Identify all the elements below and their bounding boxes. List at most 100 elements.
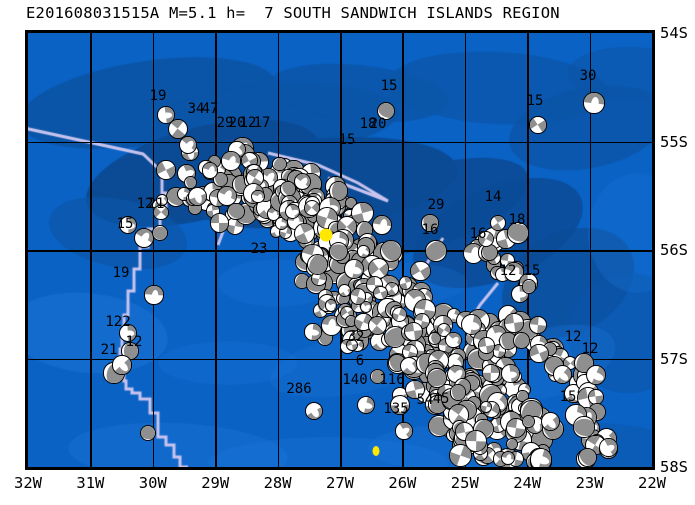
beachball-quadrant	[574, 417, 594, 437]
focal-mechanism-beachball	[216, 185, 238, 207]
plot-area: 19 34 47 29 20 12 17 15 18 20 15 15 12 21 19 122 12 21 23 2…	[25, 30, 655, 470]
event-depth-label: 15	[338, 132, 356, 148]
focal-mechanism-beachball	[585, 364, 607, 386]
focal-mechanism-beachball	[369, 368, 385, 384]
event-depth-label: 21	[147, 196, 165, 212]
focal-mechanism-beachball	[367, 316, 387, 336]
event-depth-label: 6	[355, 353, 365, 369]
x-axis-tick-label: 26W	[388, 474, 417, 492]
focal-mechanism-beachball	[304, 401, 324, 421]
x-axis-tick-label: 31W	[76, 474, 105, 492]
x-axis-tick-label: 24W	[513, 474, 542, 492]
focal-mechanism-beachball	[529, 316, 547, 334]
event-depth-label: 23	[250, 241, 268, 257]
beachball-quadrant	[152, 225, 168, 241]
beachball-nodal-lobe	[378, 218, 388, 233]
event-depth-label: 19	[149, 88, 167, 104]
event-depth-label: 20	[369, 116, 387, 132]
event-depth-label: 16	[469, 226, 487, 242]
focal-mechanism-beachball	[445, 331, 462, 349]
focal-mechanism-beachball	[201, 162, 219, 179]
x-axis-tick-label: 22W	[638, 474, 666, 492]
x-axis-tick-label: 25W	[450, 474, 479, 492]
focal-mechanism-beachball	[209, 213, 229, 233]
event-depth-label: 15	[380, 78, 398, 94]
focal-mechanism-beachball	[395, 422, 413, 440]
event-depth-label: 12	[499, 263, 517, 279]
focal-mechanism-beachball	[344, 259, 364, 280]
focal-mechanism-beachball	[391, 306, 407, 322]
x-axis-tick-label: 28W	[263, 474, 292, 492]
event-depth-label: 12	[564, 329, 582, 345]
beachball-quadrant	[450, 385, 466, 400]
beachball-nodal-lobe	[151, 289, 159, 303]
y-axis-tick-label: 58S	[660, 458, 688, 476]
focal-mechanism-beachball	[306, 254, 329, 276]
beachball-quadrant	[578, 448, 596, 466]
event-depth-label: 19	[112, 265, 130, 281]
event-depth-label: 18	[508, 212, 526, 228]
focal-mechanism-beachball	[583, 92, 605, 114]
focal-mechanism-beachball	[156, 160, 176, 180]
grid-line-parallel	[28, 141, 652, 144]
focal-mechanism-beachball	[349, 288, 367, 305]
y-axis-tick-label: 56S	[660, 241, 688, 259]
focal-mechanism-beachball	[577, 447, 597, 467]
focal-mechanism-beachball	[272, 156, 287, 172]
beachball-quadrant	[522, 280, 536, 293]
secondary-epicenter-marker	[372, 446, 380, 456]
focal-mechanism-beachball	[304, 323, 322, 341]
event-depth-label: 15	[116, 216, 134, 232]
focal-mechanism-beachball	[227, 202, 245, 220]
event-depth-label: 29	[427, 197, 445, 213]
focal-mechanism-beachball	[599, 438, 618, 457]
event-depth-label: 122	[105, 314, 131, 330]
y-axis-tick-label: 55S	[660, 132, 688, 151]
map-title: E201608031515A M=5.1 h= 7 SOUTH SANDWICH…	[26, 4, 560, 22]
event-depth-label: 12	[581, 341, 599, 357]
event-depth-label: 15	[526, 93, 544, 109]
focal-mechanism-beachball	[345, 338, 359, 352]
focal-mechanism-beachball	[398, 276, 413, 291]
beachball-quadrant	[228, 203, 244, 219]
focal-mechanism-beachball	[293, 173, 311, 191]
event-depth-label: 14	[484, 189, 502, 205]
focal-mechanism-beachball	[540, 412, 560, 432]
focal-mechanism-beachball	[285, 204, 301, 220]
event-depth-label: 45	[432, 391, 450, 407]
focal-mechanism-beachball	[360, 301, 373, 314]
beachball-quadrant	[140, 425, 156, 441]
focal-mechanism-beachball	[425, 240, 447, 262]
event-depth-label: 30	[579, 68, 597, 84]
focal-mechanism-beachball	[426, 367, 447, 388]
focal-mechanism-beachball	[251, 190, 265, 204]
focal-mechanism-beachball	[329, 242, 349, 262]
event-depth-label: 16	[421, 222, 439, 238]
focal-mechanism-beachball	[465, 429, 488, 453]
beachball-quadrant	[427, 368, 446, 387]
focal-mechanism-beachball	[294, 223, 315, 244]
focal-mechanism-beachball	[144, 285, 164, 305]
event-depth-label: 140	[342, 372, 368, 388]
focal-mechanism-beachball	[449, 384, 467, 401]
beachball-quadrant	[330, 243, 348, 261]
focal-mechanism-beachball	[529, 448, 553, 467]
focal-mechanism-beachball	[372, 214, 393, 235]
y-axis-tick-label: 57S	[660, 349, 688, 368]
event-depth-label: 54	[416, 392, 434, 408]
mainshock-epicenter-marker	[319, 228, 333, 242]
x-axis-tick-label: 30W	[138, 474, 167, 492]
focal-mechanism-beachball	[504, 313, 524, 333]
focal-mechanism-beachball	[529, 116, 547, 134]
beachball-nodal-lobe	[327, 318, 337, 334]
event-depth-label: 17	[253, 115, 271, 131]
focal-mechanism-beachball	[461, 314, 483, 336]
beachball-nodal-lobe	[590, 96, 600, 112]
focal-mechanism-beachball	[357, 396, 375, 414]
event-depth-label: 15	[523, 263, 541, 279]
event-depth-label: 32	[347, 329, 365, 345]
beachball-quadrant	[522, 415, 535, 428]
beachball-quadrant	[426, 241, 446, 261]
focal-mechanism-beachball	[482, 363, 500, 382]
